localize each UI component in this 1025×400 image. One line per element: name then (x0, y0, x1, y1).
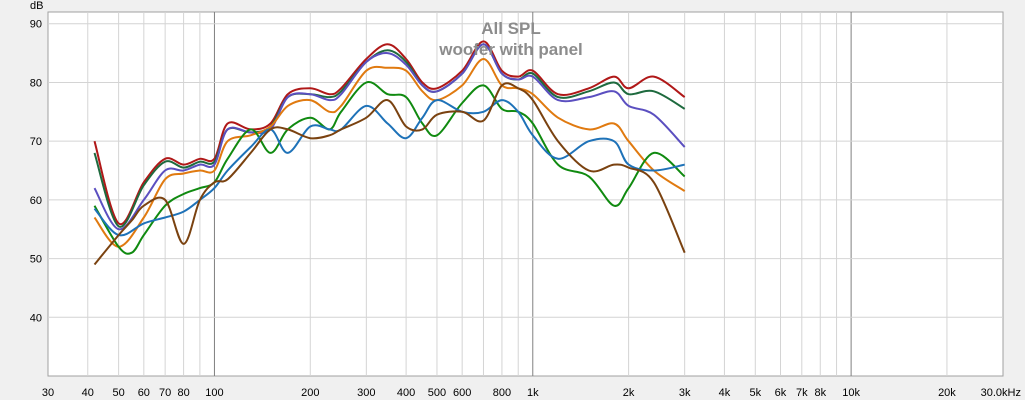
x-tick-label: 20k (938, 387, 956, 399)
x-tick-label: 100 (205, 387, 223, 399)
y-tick-label: 60 (30, 195, 42, 207)
chart-subtitle: woofer with panel (438, 40, 583, 59)
chart-title: All SPL (481, 19, 541, 38)
spl-series-line-3 (93, 43, 686, 231)
x-tick-label: 500 (428, 387, 446, 399)
x-tick-label: 30.0kHz (981, 387, 1021, 399)
x-tick-label: 800 (493, 387, 511, 399)
x-tick-label: 50 (112, 387, 124, 399)
y-tick-label: 80 (30, 77, 42, 89)
spl-series-line-7 (93, 82, 686, 266)
y-tick-label: 90 (30, 19, 42, 31)
y-tick-labels: 40 50 60 70 80 90 (30, 19, 42, 325)
x-tick-label: 4k (719, 387, 731, 399)
spl-series-line-5 (93, 81, 686, 255)
x-tick-label: 60 (138, 387, 150, 399)
x-tick-label: 5k (749, 387, 761, 399)
x-tick-label: 400 (397, 387, 415, 399)
x-tick-label: 3k (679, 387, 691, 399)
x-tick-label: 6k (775, 387, 787, 399)
x-tick-label: 70 (159, 387, 171, 399)
x-tick-labels: 30 40 50 60 70 80 100 200 300 400 500 600 800 1k 2k 3k 4… (42, 387, 1021, 399)
spl-series-line-4 (93, 58, 686, 248)
y-axis-unit: dB (30, 0, 43, 12)
x-tick-label: 200 (301, 387, 319, 399)
x-tick-label: 1k (527, 387, 539, 399)
x-tick-label: 10k (842, 387, 860, 399)
spl-series-line-1 (93, 40, 686, 226)
plot-background (47, 11, 1004, 377)
x-tick-label: 600 (453, 387, 471, 399)
x-tick-label: 80 (177, 387, 189, 399)
x-tick-label: 40 (82, 387, 94, 399)
x-tick-label: 8k (814, 387, 826, 399)
x-tick-label: 2k (623, 387, 635, 399)
x-tick-label: 30 (42, 387, 54, 399)
series-lines (93, 40, 686, 266)
x-tick-label: 300 (357, 387, 375, 399)
y-tick-label: 50 (30, 254, 42, 266)
y-tick-label: 40 (30, 312, 42, 324)
y-tick-label: 70 (30, 136, 42, 148)
x-tick-label: 7k (796, 387, 808, 399)
